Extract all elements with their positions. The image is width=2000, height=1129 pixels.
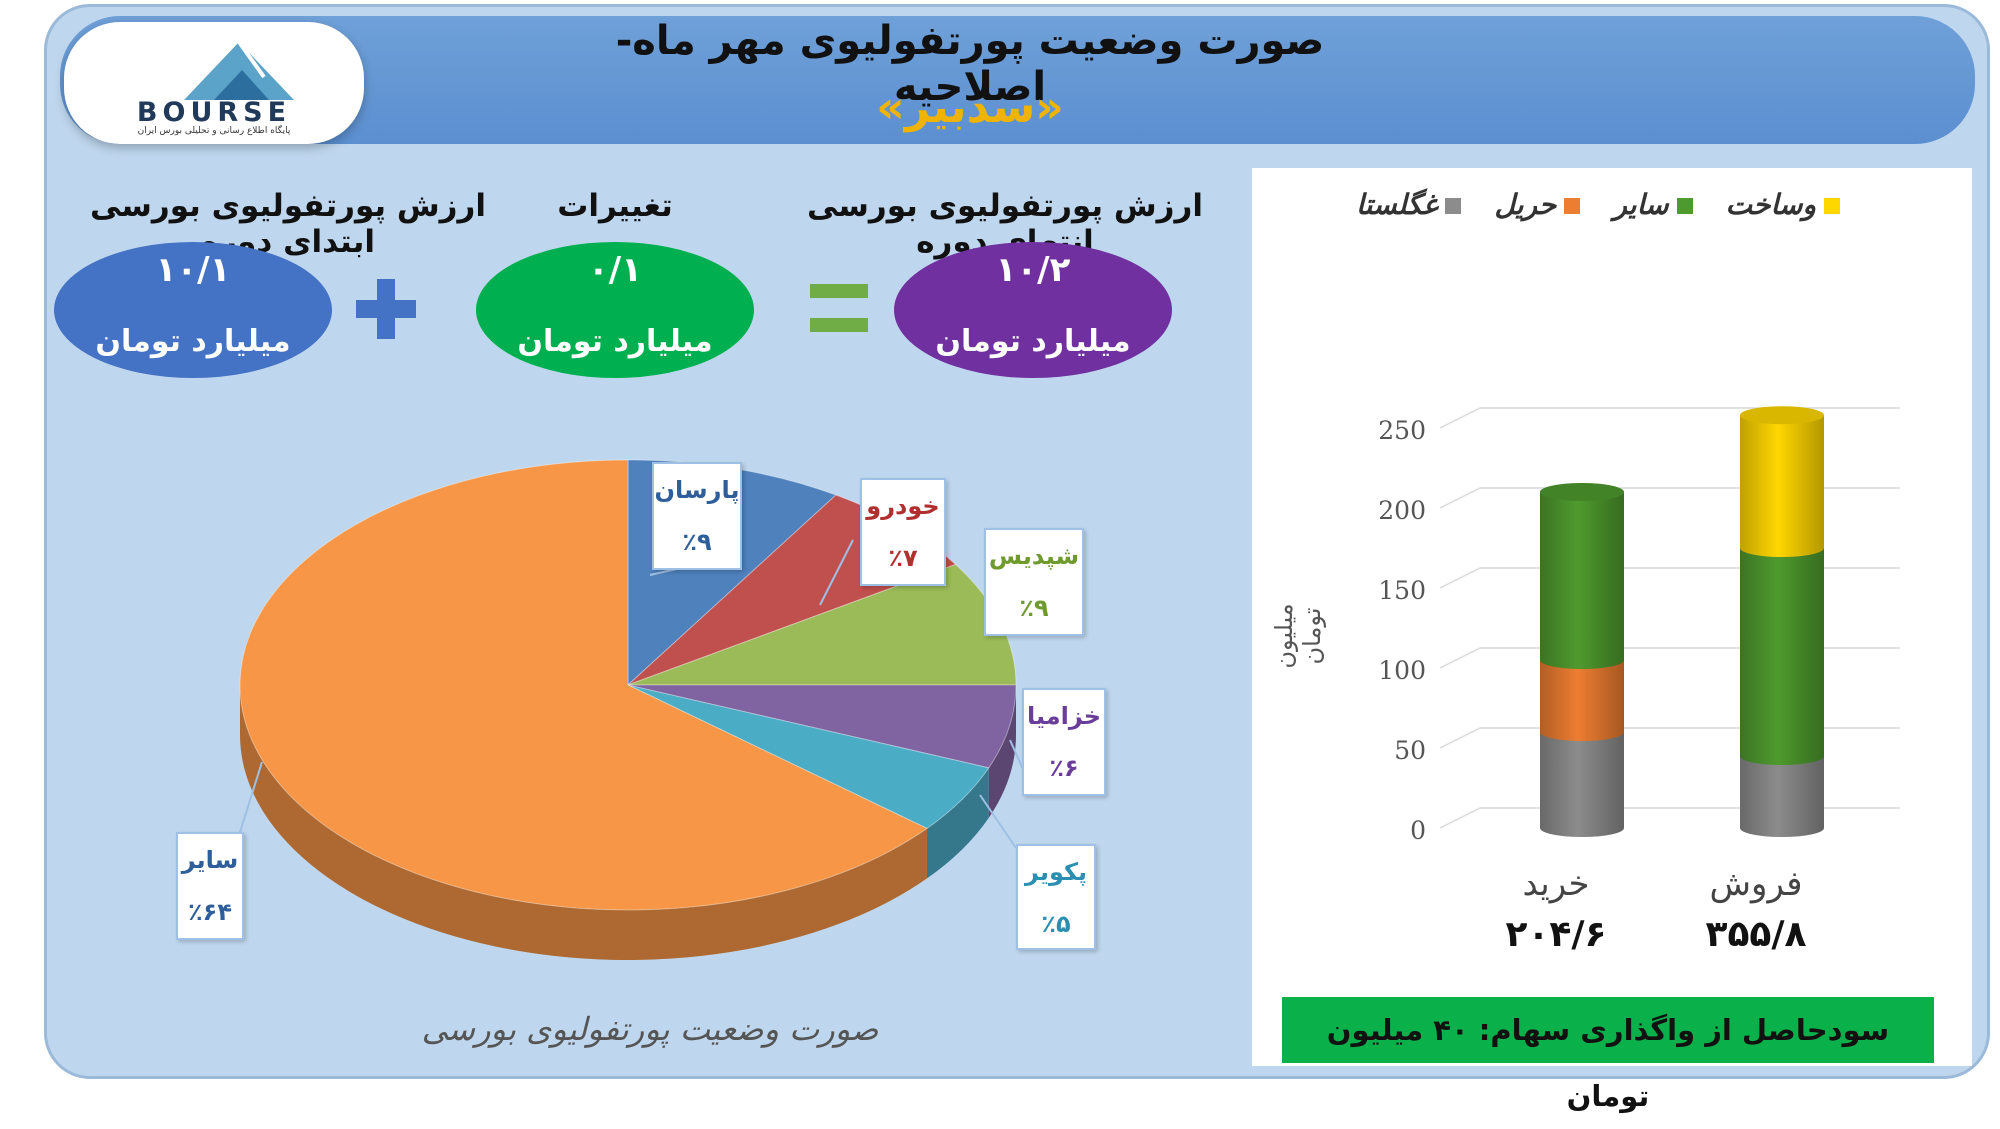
bar-chart [1439, 406, 1900, 837]
pie-label-name: خودرو [866, 492, 940, 520]
pie-leader-line [239, 761, 263, 833]
pie-label-percent: ٪۶۴ [188, 898, 232, 926]
pie-label-pakvir: پکویر ٪۵ [1016, 844, 1096, 950]
plus-icon-vertical [377, 279, 395, 339]
pie-leader-line [979, 794, 1017, 849]
buy-total: ۲۰۴/۶ [1505, 914, 1607, 955]
start-value-ellipse: ۱۰/۱ میلیارد تومان [54, 242, 332, 378]
pie-label-name: پارسان [654, 476, 740, 504]
legend-swatch [1824, 198, 1840, 214]
pie-side-سایر [240, 685, 927, 961]
y-tick-250: 250 [1378, 416, 1426, 445]
pie-label-percent: ٪۵ [1041, 910, 1071, 938]
profit-banner: سودحاصل از واگذاری سهام: ۴۰ میلیون تومان [1282, 997, 1934, 1113]
header-bar [60, 16, 1975, 144]
bar-segment-وساخت [1740, 415, 1824, 557]
pie-slice-سایر [239, 459, 928, 911]
legend-label: وساخت [1725, 188, 1816, 221]
change-ellipse: ۰/۱ میلیارد تومان [476, 242, 754, 378]
y-tick-200: 200 [1378, 496, 1426, 525]
page-title: صورت وضعیت پورتفولیوی مهر ماه-اصلاحیه [615, 18, 1325, 110]
pie-caption: صورت وضعیت پورتفولیوی بورسی [421, 1010, 879, 1048]
y-tick-50: 50 [1394, 736, 1426, 765]
bar-legend: وساخت سایر حریل غگلستا [1320, 188, 1840, 232]
gridline-side [1439, 407, 1481, 429]
bar-segment-غگلستا [1740, 756, 1824, 837]
y-tick-150: 150 [1378, 576, 1426, 605]
change-value: ۰/۱ [588, 250, 642, 290]
category-buy: خرید [1522, 864, 1590, 904]
pie-leader-line [819, 539, 854, 606]
end-value-ellipse: ۱۰/۲ میلیارد تومان [894, 242, 1172, 378]
bar-top-cap [1540, 483, 1624, 501]
end-value: ۱۰/۲ [995, 250, 1071, 290]
logo: BOURSE پایگاه اطلاع رسانی و تحلیلی بورس … [64, 22, 364, 144]
bar-top-cap [1740, 406, 1824, 425]
bar-segment-سایر [1540, 492, 1624, 669]
pie-label-name: سایر [181, 846, 239, 874]
change-label: تغییرات [557, 188, 673, 224]
sell-total: ۳۵۵/۸ [1705, 914, 1807, 955]
legend-item-horil: حریل [1494, 188, 1581, 221]
category-sell: فروش [1709, 864, 1803, 904]
pie-label-name: خزامیا [1026, 702, 1102, 730]
pie-label-percent: ٪۹ [682, 528, 712, 556]
pie-label-parsan: پارسان ٪۹ [652, 462, 742, 570]
gridline-side [1439, 807, 1481, 829]
pie-label-percent: ٪۶ [1049, 754, 1079, 782]
bar-segment-سایر [1740, 548, 1824, 765]
y-tick-100: 100 [1378, 656, 1426, 685]
legend-swatch [1564, 198, 1581, 214]
legend-label: سایر [1613, 188, 1669, 221]
legend-label: غگلستا [1356, 188, 1438, 221]
gridline-side [1439, 727, 1481, 749]
pie-label-name: پکویر [1025, 858, 1087, 886]
legend-swatch [1445, 198, 1462, 214]
pie-side-خزامیا [988, 685, 1016, 818]
logo-mark-icon [184, 40, 294, 100]
change-value-unit: میلیارد تومان [517, 324, 713, 359]
pie-label-percent: ٪۷ [888, 544, 918, 572]
pie-label-khodro: خودرو ٪۷ [860, 478, 946, 586]
equals-icon-lower [810, 318, 868, 332]
end-value-unit: میلیارد تومان [935, 324, 1131, 359]
start-value: ۱۰/۱ [155, 250, 231, 290]
page-subtitle: «سدبیر» [876, 82, 1064, 133]
y-tick-0: 0 [1410, 816, 1426, 845]
legend-item-sayer: سایر [1613, 188, 1693, 221]
pie-label-percent: ٪۹ [1019, 594, 1049, 622]
equals-icon [810, 284, 868, 298]
pie-label-khazamia: خزامیا ٪۶ [1022, 688, 1106, 796]
pie-slice-خزامیا [627, 684, 1017, 769]
pie-label-shepdis: شپدیس ٪۹ [984, 528, 1084, 636]
logo-wordmark: BOURSE [136, 97, 292, 128]
gridline-side [1439, 647, 1481, 669]
bar-segment-حریل [1540, 660, 1624, 741]
legend-item-ghgolesta: غگلستا [1356, 188, 1462, 221]
legend-label: حریل [1494, 188, 1557, 221]
pie-label-sayer: سایر ٪۶۴ [176, 832, 244, 940]
gridline-side [1439, 567, 1481, 589]
legend-item-vasakht: وساخت [1726, 188, 1840, 221]
legend-swatch [1676, 198, 1693, 214]
start-value-unit: میلیارد تومان [95, 324, 291, 359]
bar-segment-غگلستا [1540, 732, 1624, 837]
pie-label-name: شپدیس [988, 542, 1080, 570]
logo-subtitle: پایگاه اطلاع رسانی و تحلیلی بورس ایران [137, 126, 291, 136]
pie-slice-پکویر [627, 684, 990, 829]
gridline-side [1439, 487, 1481, 509]
pie-side-پکویر [926, 767, 989, 879]
